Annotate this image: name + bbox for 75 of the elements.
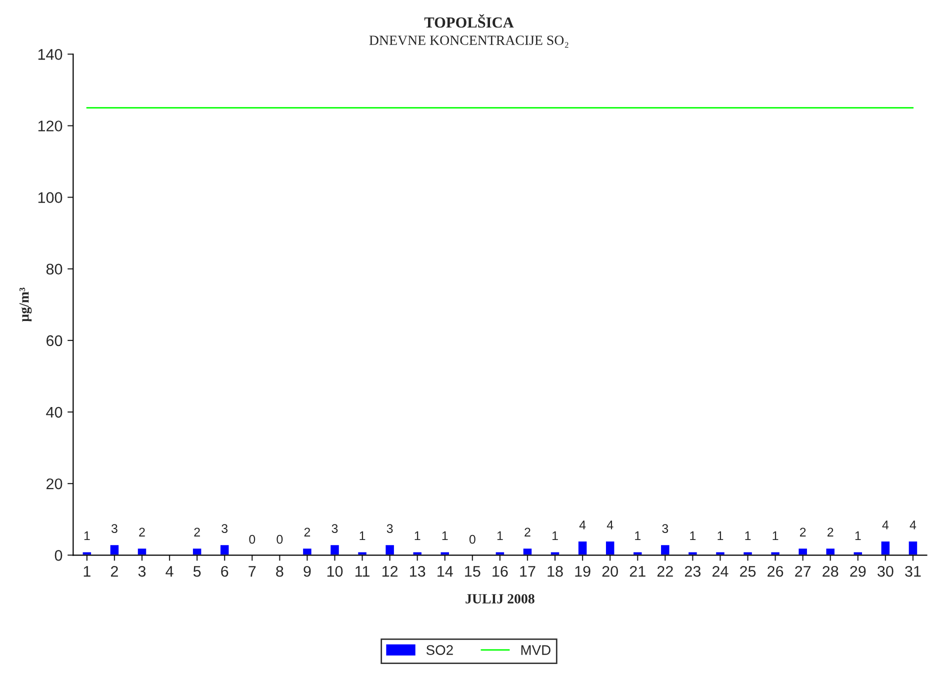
- data-label: 1: [552, 531, 558, 540]
- data-label: 3: [111, 524, 118, 533]
- data-label: 2: [304, 528, 310, 536]
- x-tick-label: 18: [548, 566, 563, 577]
- data-label: 4: [882, 520, 889, 530]
- data-label: 1: [718, 531, 724, 540]
- x-tick-label: 26: [768, 566, 784, 577]
- x-tick-label: 21: [630, 566, 646, 577]
- data-label: 1: [360, 531, 366, 540]
- data-label: 1: [772, 531, 778, 540]
- y-axis-title: µg/m³: [19, 288, 32, 322]
- y-tick-label: 140: [38, 49, 62, 60]
- y-tick-label: 120: [38, 120, 62, 132]
- y-tick-label: 100: [38, 192, 62, 203]
- x-tick-label: 25: [740, 566, 756, 577]
- x-tick-label: 27: [795, 566, 811, 577]
- data-label: 2: [139, 528, 145, 536]
- data-label: 1: [745, 531, 751, 540]
- data-label: 1: [690, 531, 696, 540]
- x-tick-label: 11: [356, 566, 370, 577]
- data-label: 0: [249, 534, 256, 544]
- x-tick-label: 19: [575, 566, 590, 577]
- x-tick-label: 3: [138, 566, 146, 577]
- data-label: 4: [606, 520, 614, 530]
- data-label: 1: [635, 531, 640, 540]
- x-tick-label: 8: [276, 566, 284, 577]
- x-tick-label: 23: [684, 566, 701, 577]
- x-tick-label: 30: [878, 566, 894, 577]
- data-label: 3: [332, 524, 338, 533]
- chart-subtitle: DNEVNE KONCENTRACIJE SO₂: [369, 36, 568, 48]
- x-tick-label: 31: [905, 566, 921, 577]
- data-label: 2: [194, 528, 200, 536]
- legend-label: MVD: [521, 645, 550, 655]
- x-tick-label: 2: [110, 566, 118, 577]
- x-tick-label: 5: [193, 566, 201, 577]
- x-tick-label: 24: [712, 566, 728, 577]
- data-label: 1: [414, 531, 420, 540]
- data-label: 1: [442, 531, 448, 540]
- x-tick-label: 22: [657, 566, 673, 577]
- x-axis-title: JULIJ 2008: [466, 594, 534, 604]
- data-label: 3: [222, 524, 228, 533]
- x-tick-label: 6: [221, 566, 228, 577]
- x-tick-label: 14: [438, 566, 453, 577]
- data-label: 4: [579, 520, 586, 530]
- x-tick-label: 12: [382, 566, 398, 577]
- data-label: 3: [386, 524, 393, 533]
- x-tick-label: 1: [84, 566, 90, 577]
- x-tick-label: 15: [465, 566, 480, 577]
- legend-label: SO2: [426, 645, 453, 655]
- x-tick-label: 29: [850, 566, 866, 577]
- data-label: 1: [84, 531, 90, 540]
- x-tick-label: 28: [822, 566, 838, 577]
- x-tick-label: 4: [166, 566, 174, 577]
- y-tick-label: 20: [46, 478, 62, 490]
- x-tick-label: 16: [492, 566, 508, 577]
- data-label: 1: [497, 531, 503, 540]
- x-tick-label: 20: [602, 566, 618, 577]
- data-label: 0: [276, 534, 283, 544]
- x-tick-label: 17: [520, 566, 536, 577]
- data-label: 3: [662, 524, 668, 533]
- x-tick-label: 9: [304, 566, 311, 577]
- y-tick-label: 80: [46, 264, 62, 275]
- data-label: 2: [828, 528, 834, 536]
- x-tick-label: 13: [410, 566, 426, 577]
- y-tick-label: 0: [54, 550, 62, 561]
- x-tick-label: 10: [327, 566, 343, 577]
- data-label: 0: [469, 534, 476, 544]
- data-label: 2: [524, 528, 530, 536]
- y-tick-label: 60: [46, 335, 62, 346]
- data-label: 4: [910, 520, 916, 530]
- x-tick-label: 7: [248, 566, 256, 577]
- y-tick-label: 40: [46, 406, 62, 418]
- data-label: 2: [800, 528, 806, 536]
- chart-title: TOPOLŠICA: [424, 14, 514, 28]
- data-label: 1: [855, 531, 861, 540]
